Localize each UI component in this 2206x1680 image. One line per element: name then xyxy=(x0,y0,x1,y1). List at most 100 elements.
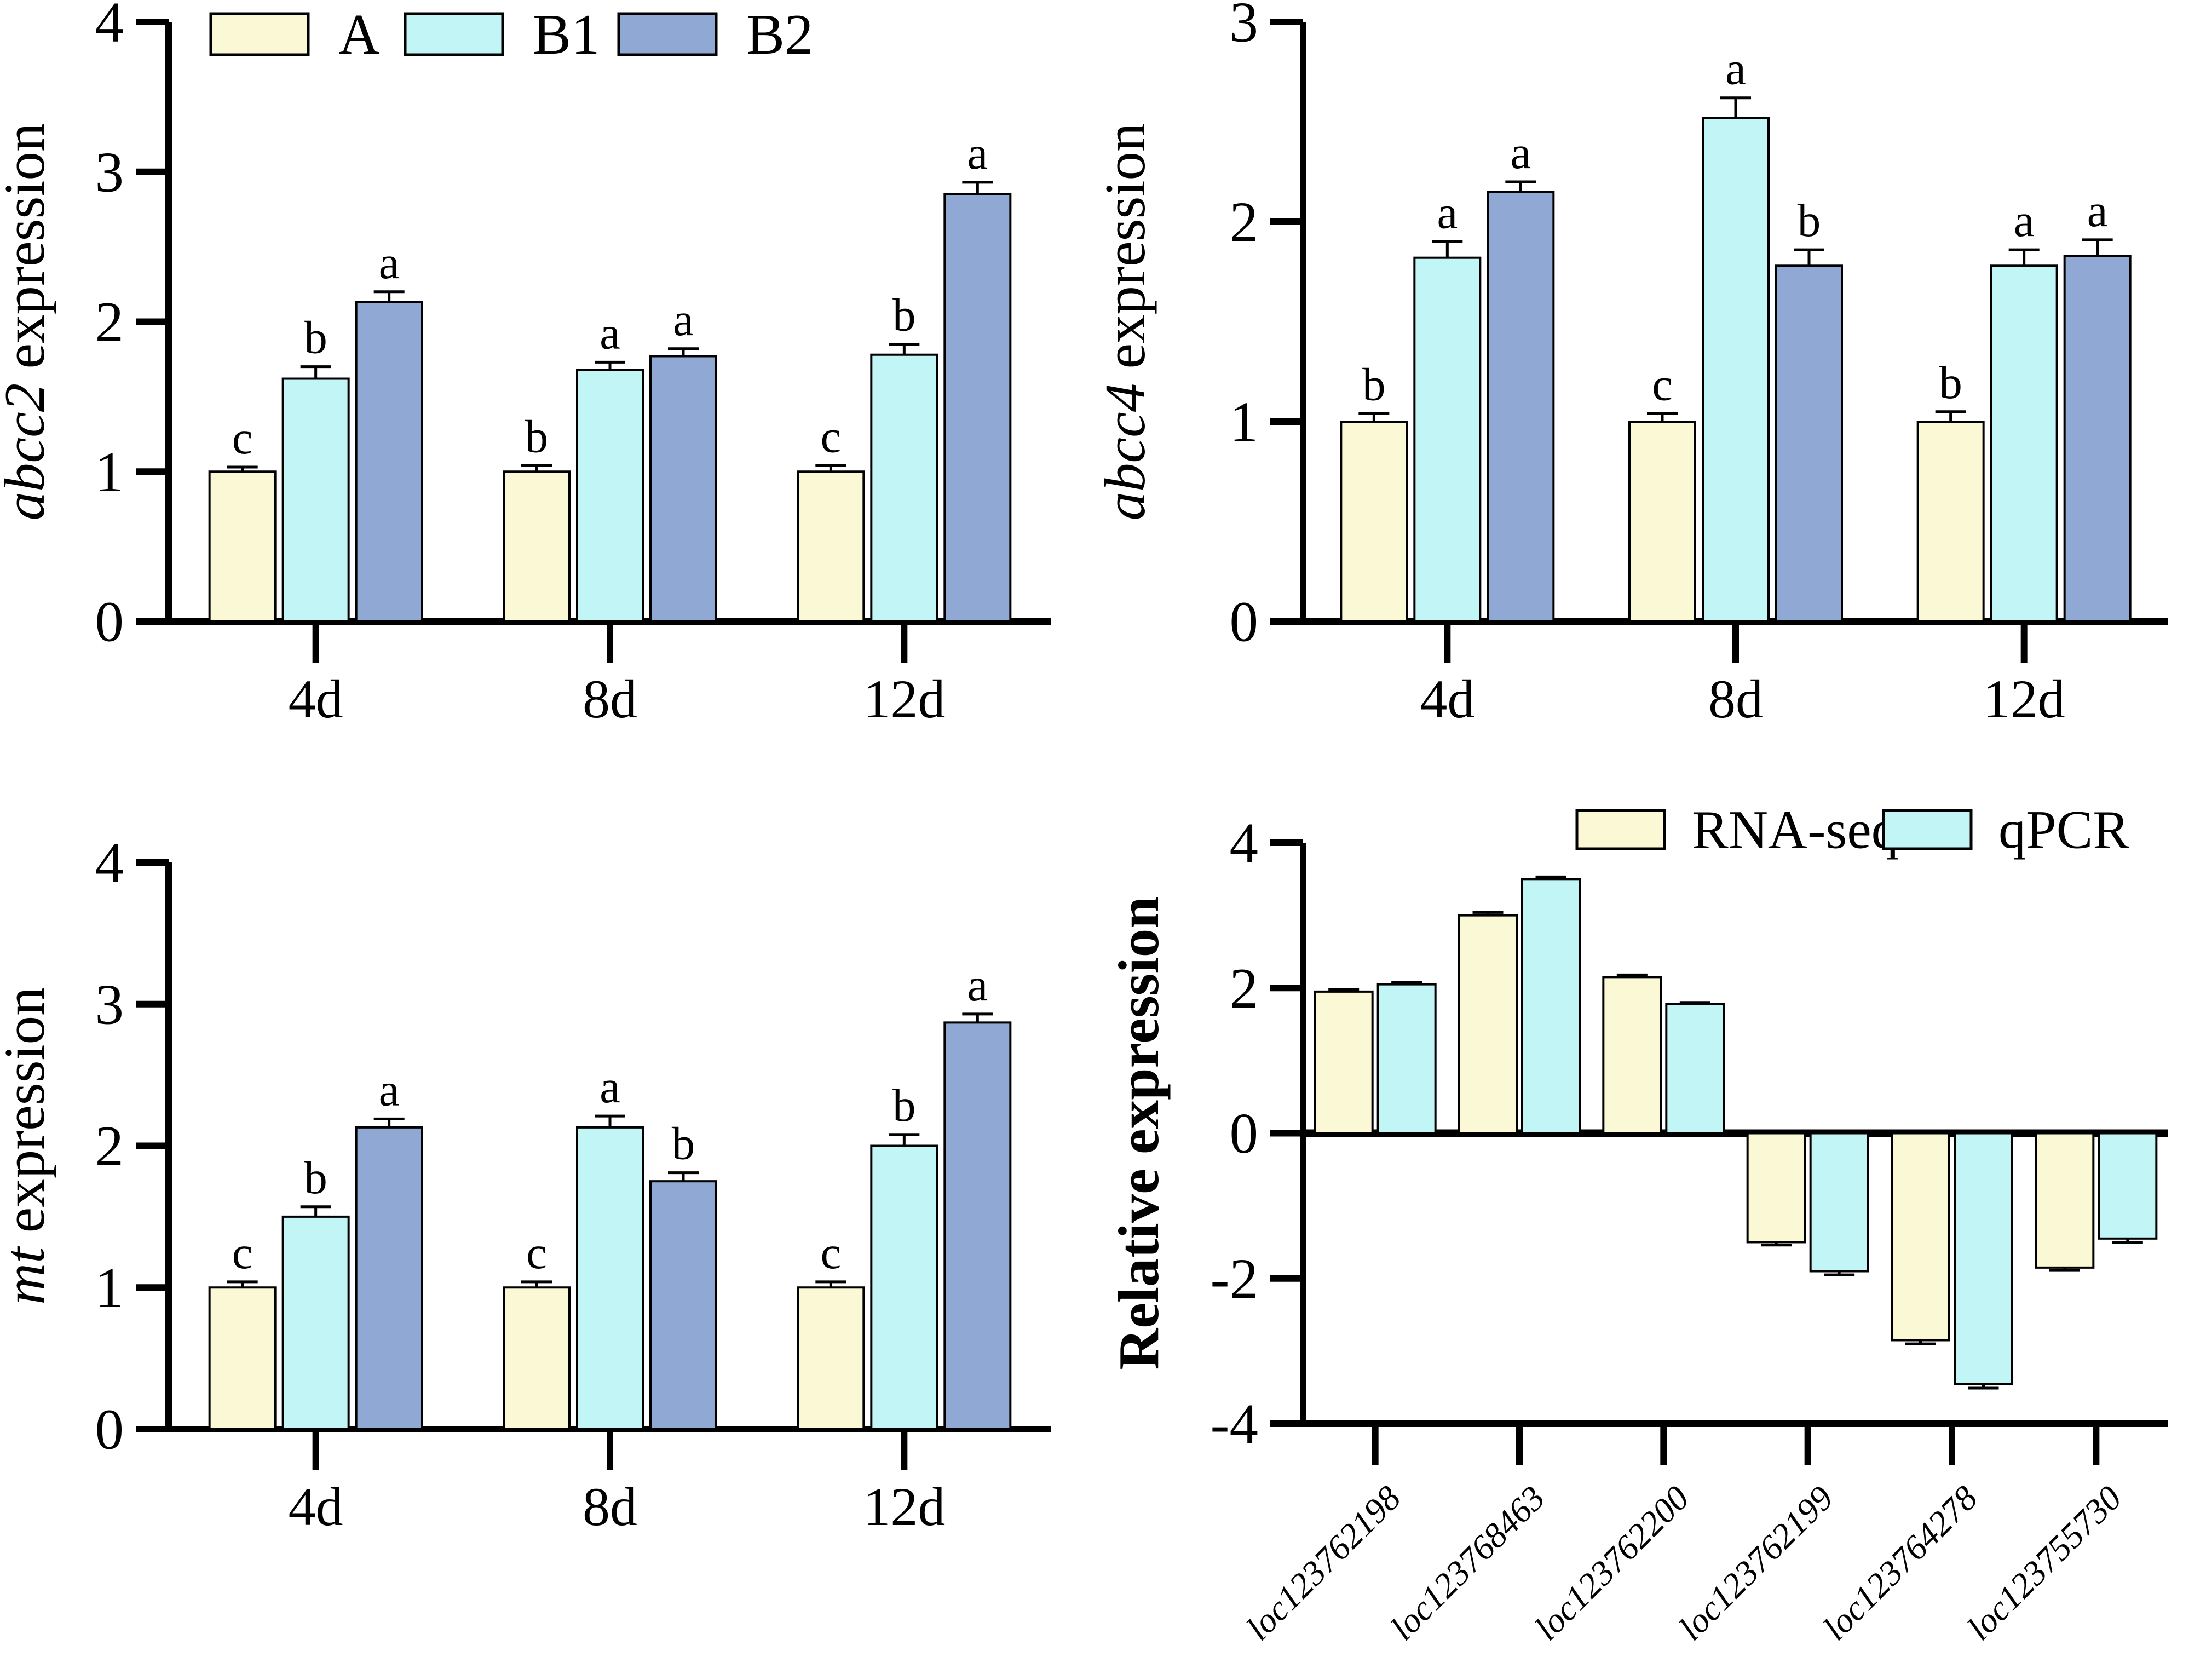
bar-validation-loc123764278-qPCR xyxy=(1954,1132,2013,1385)
x-category-label: loc123768463 xyxy=(1383,1478,1552,1648)
y-tick-label: 0 xyxy=(95,1397,124,1462)
bar-abcc4-12d-B2 xyxy=(2063,255,2132,623)
bar-mt-4d-A xyxy=(208,1286,277,1430)
y-tick-label: 3 xyxy=(95,140,124,204)
significance-letter: a xyxy=(1725,43,1746,95)
significance-letter: a xyxy=(967,959,988,1011)
x-category-label: 4d xyxy=(289,669,343,729)
significance-letter: a xyxy=(1510,127,1531,179)
bar-validation-loc123762199-RNA-seq xyxy=(1746,1132,1806,1244)
bar-mt-12d-B1 xyxy=(870,1144,938,1430)
bar-abcc2-8d-B2 xyxy=(649,355,717,623)
significance-letter: b xyxy=(304,1152,327,1204)
bar-abcc4-8d-B2 xyxy=(1775,264,1843,623)
x-category-label: loc123755730 xyxy=(1960,1478,2129,1648)
significance-letter: b xyxy=(892,1080,916,1131)
y-tick-label: 2 xyxy=(1230,190,1259,254)
x-category-label: 12d xyxy=(863,669,945,729)
bar-mt-4d-B2 xyxy=(355,1126,423,1430)
bar-abcc4-12d-A xyxy=(1916,421,1985,623)
significance-letter: b xyxy=(525,411,549,462)
y-axis-title-mt: mt expression xyxy=(0,987,56,1304)
bar-abcc4-12d-B1 xyxy=(1990,264,2058,623)
significance-letter: a xyxy=(2087,185,2108,237)
significance-letter: a xyxy=(600,307,620,359)
y-tick-label: 3 xyxy=(95,972,124,1036)
significance-letter: a xyxy=(600,1061,620,1113)
significance-letter: b xyxy=(672,1118,695,1170)
legend-abcc2: A B1 B2 xyxy=(209,2,814,66)
bar-validation-loc123762200-RNA-seq xyxy=(1602,976,1662,1135)
bar-mt-12d-B2 xyxy=(943,1021,1012,1430)
bar-validation-loc123762199-qPCR xyxy=(1809,1132,1869,1273)
x-category-label: 12d xyxy=(863,1476,945,1537)
bar-mt-12d-A xyxy=(797,1286,865,1430)
y-tick-label: 1 xyxy=(95,1256,124,1320)
bar-validation-loc123755730-RNA-seq xyxy=(2035,1132,2095,1269)
y-tick-label: 2 xyxy=(1230,956,1259,1020)
bar-validation-loc123762198-qPCR xyxy=(1376,983,1437,1135)
y-tick-label: 4 xyxy=(95,0,124,54)
bar-validation-loc123768463-RNA-seq xyxy=(1458,914,1518,1135)
legend-label-A: A xyxy=(338,2,380,66)
bar-validation-loc123755730-qPCR xyxy=(2098,1132,2158,1240)
x-category-label: loc123762199 xyxy=(1671,1478,1840,1648)
x-category-label: 8d xyxy=(583,669,637,729)
y-tick-label: 1 xyxy=(1230,390,1259,454)
significance-letter: c xyxy=(1652,359,1673,410)
y-tick-label: 0 xyxy=(1230,590,1259,654)
legend-label-B2: B2 xyxy=(746,2,814,66)
x-category-label: 4d xyxy=(1420,669,1474,729)
bar-abcc2-12d-A xyxy=(797,470,865,623)
y-tick-label: 2 xyxy=(95,290,124,354)
legend-swatch-RNA-seq xyxy=(1575,809,1666,850)
bar-mt-8d-B1 xyxy=(576,1126,644,1430)
y-tick-label: 4 xyxy=(1230,811,1259,875)
bar-abcc4-4d-A xyxy=(1340,421,1408,623)
significance-letter: b xyxy=(1362,359,1386,410)
y-axis-title-abcc4: abcc4 expression xyxy=(1093,123,1157,520)
y-tick-label: 0 xyxy=(95,590,124,654)
significance-letter: c xyxy=(820,1227,841,1279)
legend-validation: RNA-seq qPCR xyxy=(1575,799,2129,860)
bar-mt-4d-B1 xyxy=(281,1215,350,1430)
significance-letter: b xyxy=(1798,195,1821,246)
y-tick-label: 0 xyxy=(1230,1101,1259,1165)
bar-abcc4-4d-B1 xyxy=(1413,256,1482,623)
bar-abcc4-8d-B1 xyxy=(1702,117,1770,623)
legend-label-B1: B1 xyxy=(533,2,600,66)
significance-letter: c xyxy=(526,1227,547,1279)
y-tick-label: 2 xyxy=(95,1114,124,1178)
y-tick-label: 4 xyxy=(95,831,124,895)
bar-abcc2-4d-A xyxy=(208,470,277,623)
bar-validation-loc123768463-qPCR xyxy=(1521,878,1581,1135)
bar-validation-loc123762200-qPCR xyxy=(1665,1003,1725,1135)
legend-swatch-B2 xyxy=(617,12,718,56)
bar-abcc4-4d-B2 xyxy=(1487,191,1555,623)
bar-abcc2-12d-B2 xyxy=(943,193,1012,623)
significance-letter: a xyxy=(379,237,400,289)
significance-letter: a xyxy=(1437,187,1458,239)
y-axis-title-validation: Relative expression xyxy=(1107,896,1171,1370)
significance-letter: b xyxy=(1939,357,1962,409)
bar-mt-8d-A xyxy=(503,1286,571,1430)
legend-swatch-B1 xyxy=(404,12,504,56)
y-tick-label: -2 xyxy=(1211,1246,1258,1310)
legend-swatch-A xyxy=(209,12,310,56)
y-tick-label: 3 xyxy=(1230,0,1259,54)
significance-letter: c xyxy=(820,411,841,462)
bar-validation-loc123762198-RNA-seq xyxy=(1314,990,1374,1135)
bar-mt-8d-B2 xyxy=(649,1180,717,1430)
significance-letter: c xyxy=(232,412,253,464)
x-category-label: 8d xyxy=(1708,669,1763,729)
bar-abcc2-12d-B1 xyxy=(870,353,938,623)
x-category-label: loc123762198 xyxy=(1239,1478,1408,1648)
x-category-label: loc123764278 xyxy=(1816,1478,1985,1648)
x-category-label: loc123762200 xyxy=(1527,1478,1696,1648)
bar-abcc2-4d-B1 xyxy=(281,377,350,623)
